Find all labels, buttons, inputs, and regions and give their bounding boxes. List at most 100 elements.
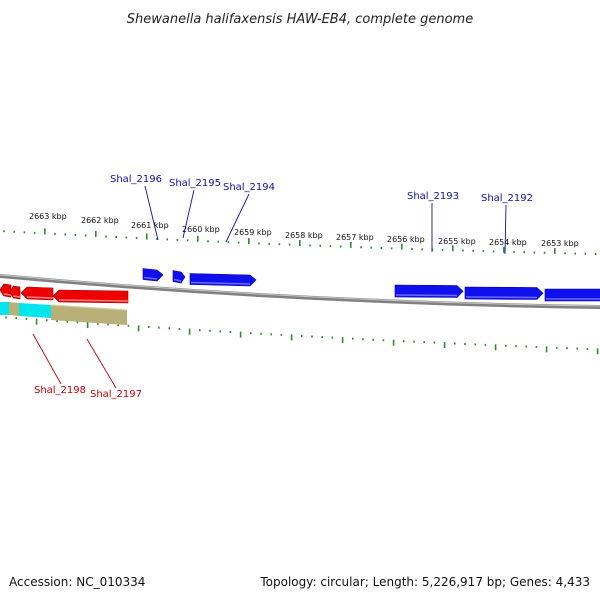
inner-major-tick xyxy=(341,337,344,344)
outer-minor-tick xyxy=(64,233,66,236)
label-leader-line xyxy=(32,333,62,385)
forward-gene-shade xyxy=(395,294,458,297)
cyan-feature[interactable] xyxy=(0,302,10,315)
gene-label-shal_2194[interactable]: Shal_2194 xyxy=(223,182,275,193)
gene-features xyxy=(0,268,600,325)
outer-minor-tick xyxy=(421,248,423,251)
inner-minor-tick xyxy=(97,322,99,325)
outer-minor-tick xyxy=(258,242,260,245)
outer-minor-tick xyxy=(217,240,219,243)
inner-minor-tick xyxy=(362,338,364,341)
forward-gene-shade xyxy=(173,278,182,282)
inner-minor-tick xyxy=(331,336,334,339)
gene-label-shal_2193[interactable]: Shal_2193 xyxy=(407,191,459,202)
olive-feature[interactable] xyxy=(51,305,127,325)
inner-minor-tick xyxy=(250,332,252,335)
outer-minor-tick xyxy=(380,246,383,249)
forward-gene-arrow[interactable] xyxy=(544,288,600,302)
outer-minor-tick xyxy=(492,250,495,253)
inner-minor-tick xyxy=(219,330,221,333)
gene-label-shal_2192[interactable]: Shal_2192 xyxy=(481,193,533,204)
reverse-gene-arrow[interactable] xyxy=(9,285,21,300)
outer-minor-tick xyxy=(33,231,36,234)
inner-minor-tick xyxy=(352,337,354,340)
inner-minor-tick xyxy=(321,336,323,339)
inner-minor-tick xyxy=(199,329,201,332)
inner-minor-tick xyxy=(566,347,568,350)
inner-minor-tick xyxy=(25,317,28,320)
scale-label-2654: 2654 kbp xyxy=(489,238,527,247)
reverse-gene-shade xyxy=(13,295,21,298)
outer-minor-tick xyxy=(13,230,15,233)
outer-minor-tick xyxy=(74,233,77,236)
outer-minor-tick xyxy=(543,251,546,254)
outer-major-tick xyxy=(350,241,352,248)
outer-minor-tick xyxy=(584,252,587,255)
olive-feature[interactable] xyxy=(9,302,19,316)
gene-label-shal_2198[interactable]: Shal_2198 xyxy=(34,385,86,396)
outer-minor-tick xyxy=(574,252,576,255)
inner-minor-tick xyxy=(15,317,17,320)
scale-labels: 2663 kbp 2662 kbp 2661 kbp 2660 kbp 2659 kbp… xyxy=(29,212,579,248)
outer-minor-tick xyxy=(482,250,485,253)
inner-major-tick xyxy=(494,344,497,351)
forward-gene-arrow[interactable] xyxy=(464,286,544,300)
outer-major-tick xyxy=(452,245,454,252)
outer-minor-tick xyxy=(3,230,5,233)
outer-minor-tick xyxy=(237,241,240,244)
inner-minor-tick xyxy=(433,341,436,344)
outer-major-tick xyxy=(197,235,199,242)
scale-label-2655: 2655 kbp xyxy=(438,237,476,246)
inner-minor-tick xyxy=(423,341,425,344)
scale-label-2662: 2662 kbp xyxy=(81,216,119,225)
gene-label-shal_2196[interactable]: Shal_2196 xyxy=(110,174,162,185)
inner-major-tick xyxy=(545,346,548,353)
scale-label-2658: 2658 kbp xyxy=(285,231,323,240)
inner-minor-tick xyxy=(270,333,272,336)
inner-minor-tick xyxy=(127,324,130,327)
forward-gene-arrow[interactable] xyxy=(394,284,464,298)
outer-minor-tick xyxy=(125,236,128,239)
inner-major-tick xyxy=(188,328,191,335)
inner-minor-tick xyxy=(158,326,160,329)
reverse-gene-shade xyxy=(58,299,129,302)
forward-gene-shade xyxy=(143,276,158,280)
inner-minor-tick xyxy=(280,333,283,336)
outer-minor-tick xyxy=(360,246,362,249)
outer-minor-tick xyxy=(54,232,56,235)
outer-minor-tick xyxy=(370,246,372,249)
topology-text: Topology: circular; Length: 5,226,917 bp… xyxy=(259,575,590,589)
outer-minor-tick xyxy=(533,251,536,254)
gene-label-shal_2195[interactable]: Shal_2195 xyxy=(169,178,221,189)
inner-minor-tick xyxy=(505,344,507,347)
gene-label-shal_2197[interactable]: Shal_2197 xyxy=(90,389,142,400)
inner-minor-tick xyxy=(117,324,119,327)
outer-minor-tick xyxy=(462,249,464,252)
outer-major-tick xyxy=(503,246,505,253)
outer-scale-ticks xyxy=(3,228,597,256)
inner-scale-ticks xyxy=(5,316,599,355)
label-leader-line xyxy=(182,189,195,239)
outer-minor-tick xyxy=(176,238,179,241)
outer-minor-tick xyxy=(115,236,117,239)
inner-minor-tick xyxy=(46,319,48,322)
inner-minor-tick xyxy=(535,345,538,348)
cyan-feature[interactable] xyxy=(19,303,51,318)
inner-minor-tick xyxy=(148,326,150,329)
outer-minor-tick xyxy=(472,249,474,252)
outer-minor-tick xyxy=(268,242,270,245)
inner-major-tick xyxy=(443,342,446,349)
label-leader-line xyxy=(86,338,117,389)
scale-label-2656: 2656 kbp xyxy=(387,235,425,244)
inner-major-tick xyxy=(596,348,599,355)
outer-major-tick xyxy=(248,237,250,244)
outer-minor-tick xyxy=(207,240,209,243)
inner-minor-tick xyxy=(168,327,170,330)
outer-minor-tick xyxy=(319,244,321,247)
forward-gene-shade xyxy=(190,281,251,285)
outer-minor-tick xyxy=(564,252,566,255)
inner-minor-tick xyxy=(556,346,558,349)
outer-minor-tick xyxy=(105,235,107,238)
inner-minor-tick xyxy=(474,343,476,346)
